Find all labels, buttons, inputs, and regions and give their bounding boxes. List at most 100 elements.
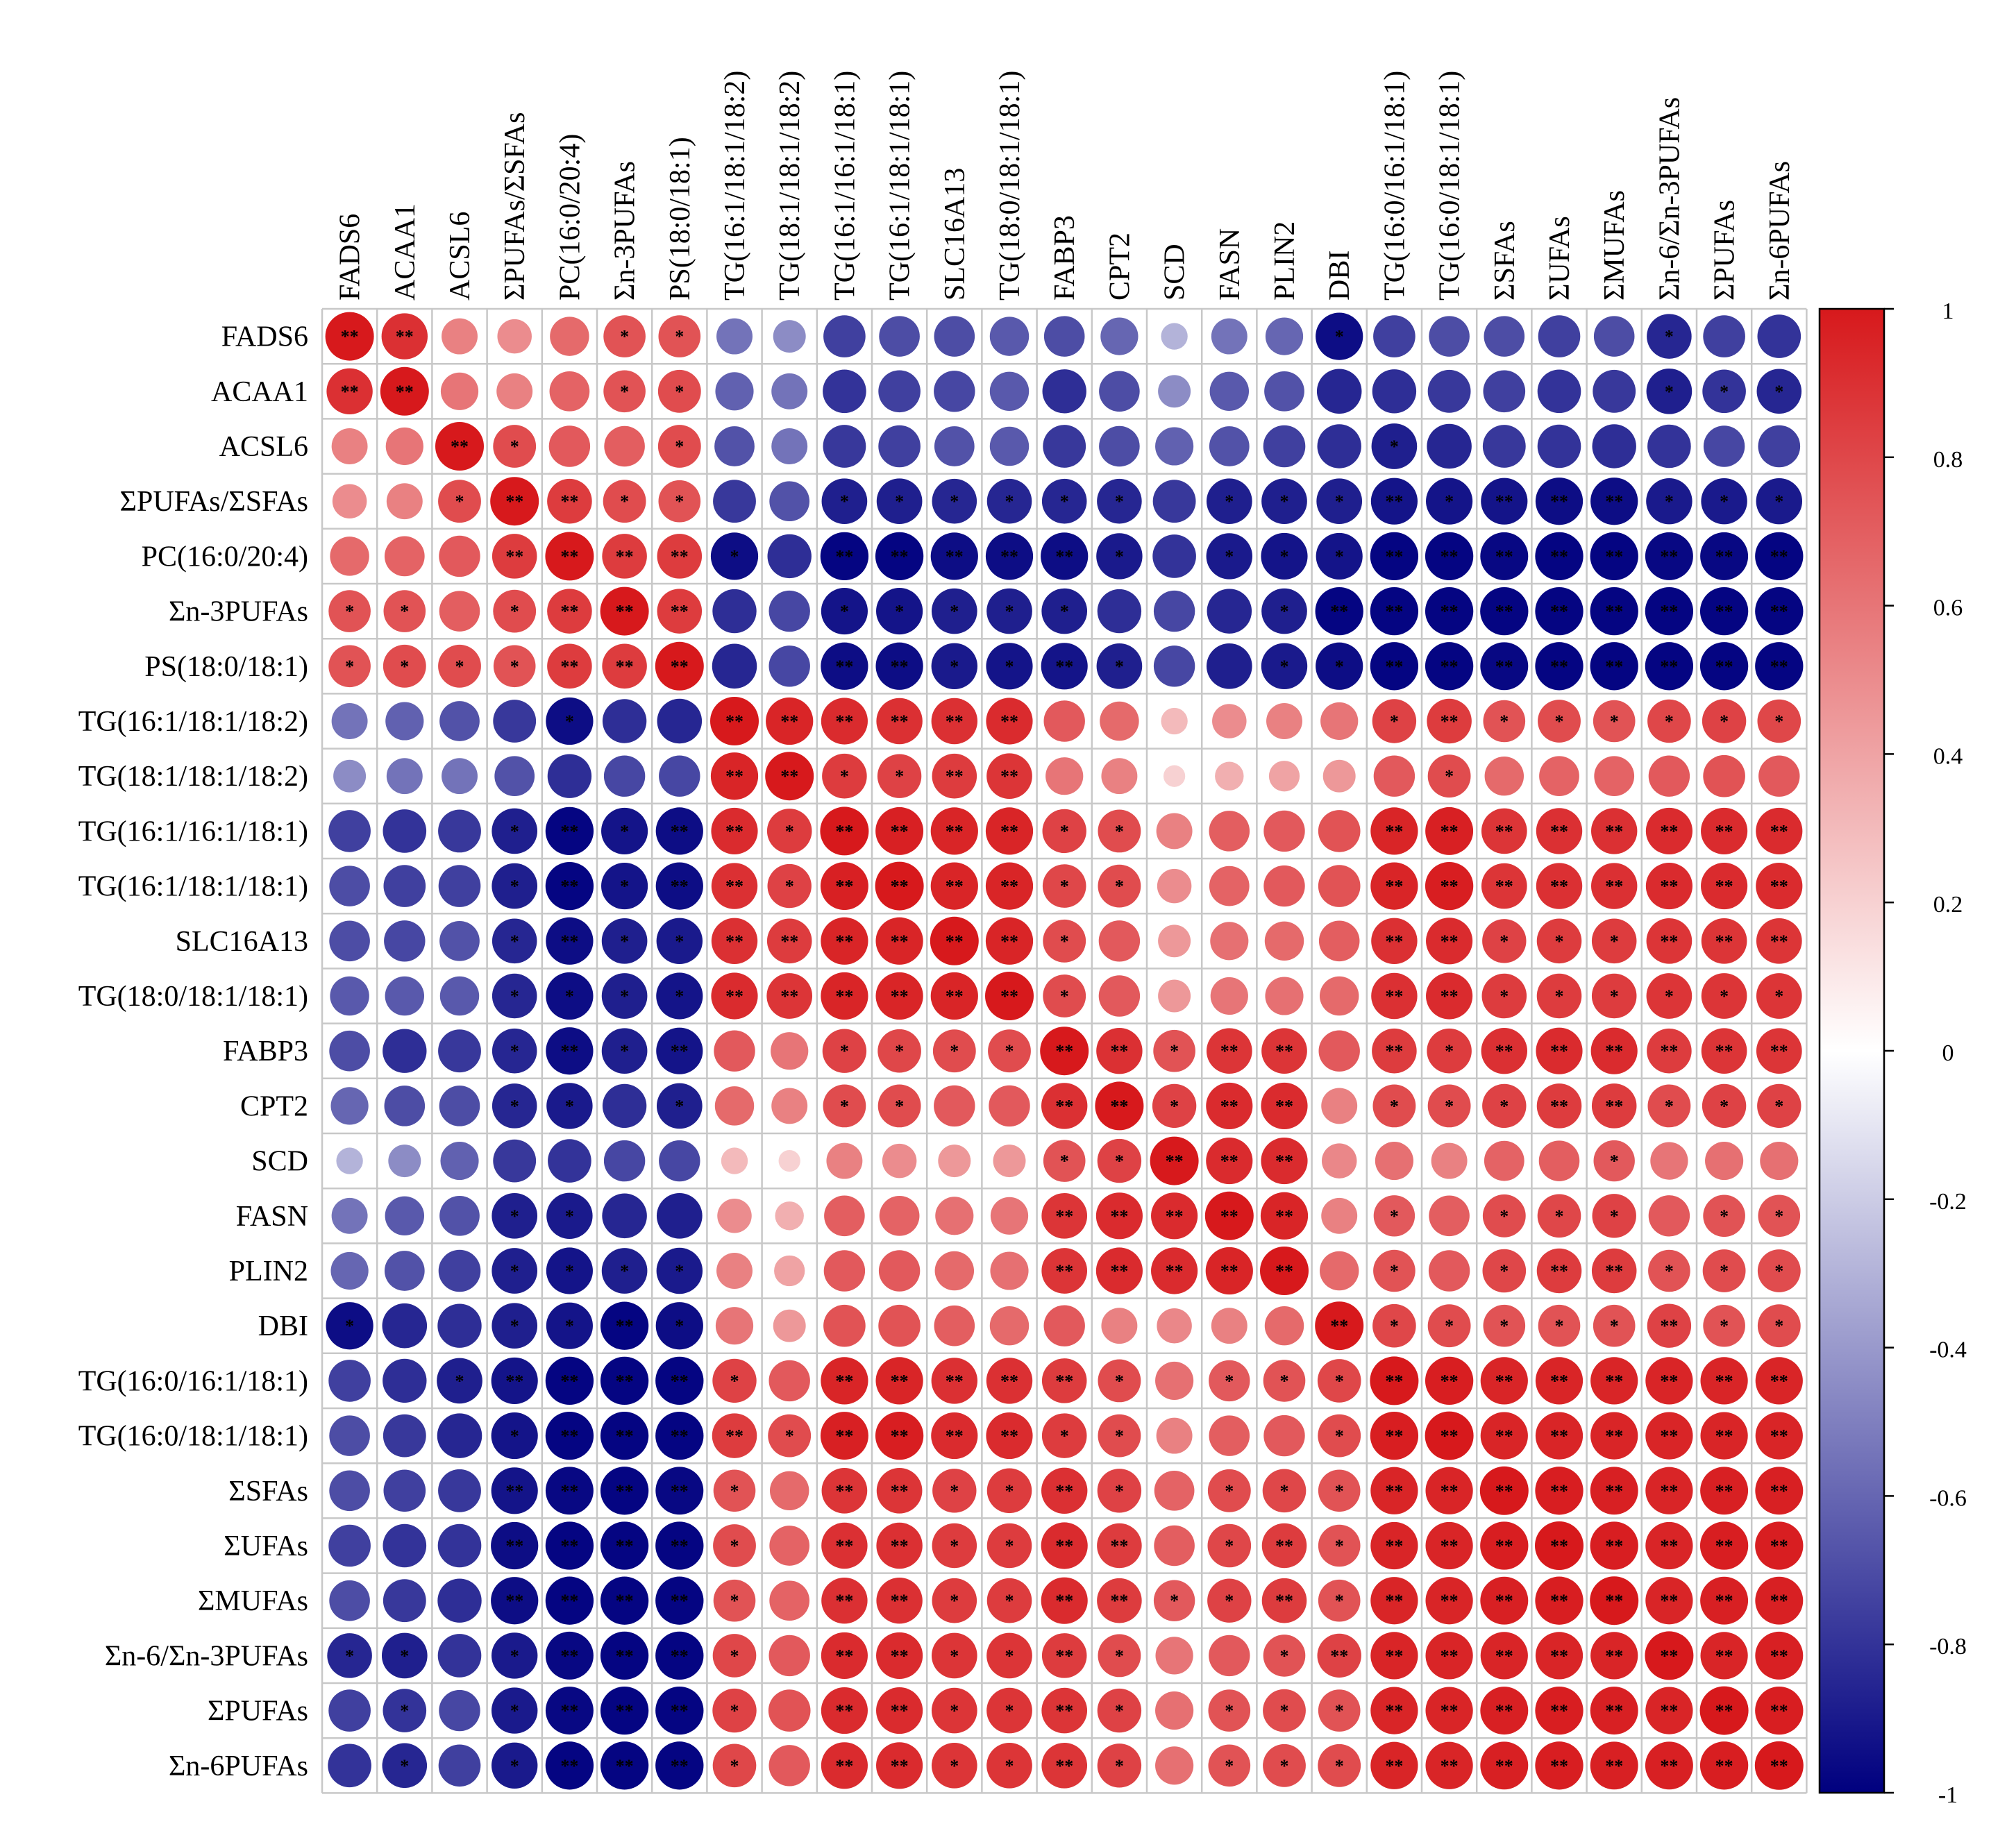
correlation-circle [986,643,1033,690]
correlation-circle [604,425,645,467]
correlation-circle [1321,1143,1357,1179]
row-label: FABP3 [223,1036,308,1067]
correlation-circle [934,316,975,357]
correlation-circle [879,316,920,357]
significance-mark: ** [1605,1426,1623,1446]
correlation-circle [821,1357,868,1405]
correlation-circle [1702,699,1747,743]
significance-mark: ** [1660,1756,1678,1776]
correlation-circle [1100,317,1139,355]
correlation-circle [330,1251,369,1290]
correlation-circle [383,590,426,632]
correlation-circle [327,1633,372,1678]
significance-mark: ** [1550,1261,1568,1281]
significance-mark: ** [891,1536,909,1556]
significance-mark: * [345,1316,354,1336]
row-label: PS(18:0/18:1) [144,651,308,683]
correlation-circle [1648,1249,1690,1292]
significance-mark: * [620,382,629,402]
correlation-circle [1095,1081,1144,1131]
significance-mark: * [675,1316,684,1336]
correlation-circle [336,1147,363,1174]
correlation-circle [1041,1633,1087,1678]
correlation-circle [1041,1522,1088,1569]
significance-mark: * [1555,711,1564,732]
correlation-circle [546,1192,593,1240]
significance-mark: ** [1055,1756,1073,1776]
significance-mark: ** [1275,1261,1293,1281]
correlation-circle [383,1523,427,1568]
correlation-circle [1645,642,1694,691]
significance-mark: ** [1385,1646,1403,1666]
correlation-circle [986,753,1032,800]
significance-mark: ** [1715,1646,1733,1666]
correlation-circle [768,1635,810,1677]
correlation-circle [658,315,701,357]
correlation-circle [876,478,923,525]
significance-mark: ** [1275,1151,1293,1172]
correlation-circle [712,643,757,689]
significance-mark: ** [1550,1041,1568,1061]
correlation-circle [1096,1027,1143,1074]
significance-mark: ** [1220,1151,1238,1172]
correlation-circle [875,1411,924,1460]
colorbar-tick-label: -1 [1938,1782,1958,1808]
correlation-circle [1211,318,1248,355]
significance-mark: * [1445,766,1454,786]
correlation-circle [1481,973,1527,1019]
correlation-circle [1755,532,1804,581]
significance-mark: ** [835,931,853,952]
significance-mark: ** [671,1371,689,1391]
significance-mark: ** [560,491,578,512]
correlation-circle [1593,316,1635,357]
significance-mark: * [455,1371,464,1391]
correlation-circle [1097,1578,1142,1623]
correlation-circle [1158,375,1191,408]
correlation-circle [546,1302,593,1349]
correlation-circle [1265,977,1304,1015]
correlation-circle [1155,1637,1193,1675]
significance-mark: ** [1660,546,1678,566]
correlation-circle [711,807,758,854]
significance-mark: * [1115,1481,1124,1501]
correlation-circle [1320,702,1359,741]
significance-mark: ** [1715,1591,1733,1611]
significance-mark: ** [396,327,414,347]
correlation-circle [1212,704,1247,738]
correlation-circle [386,483,423,520]
correlation-circle [1370,1687,1418,1734]
correlation-circle [821,698,868,745]
column-label: ΣSFAs [1489,221,1521,301]
significance-mark: ** [1495,1481,1513,1501]
column-label: Σn-3PUFAs [610,161,641,301]
correlation-circle [986,1632,1032,1679]
significance-mark: ** [1605,1261,1623,1281]
significance-mark: ** [1385,1371,1403,1391]
correlation-circle [876,698,923,745]
correlation-circle [1699,642,1749,691]
significance-mark: * [1060,821,1069,841]
significance-mark: ** [560,657,578,677]
significance-mark: ** [1275,1041,1293,1061]
significance-mark: ** [1715,1756,1733,1776]
correlation-circle [875,642,923,690]
correlation-circle [655,1521,704,1570]
correlation-circle [771,373,808,409]
significance-mark: ** [946,711,964,732]
correlation-circle [1701,973,1747,1019]
correlation-circle [655,807,703,855]
significance-mark: ** [1605,1481,1623,1501]
correlation-circle [492,1248,538,1294]
correlation-circle [1045,757,1084,795]
significance-mark: * [1115,1756,1124,1776]
significance-mark: ** [780,711,798,732]
significance-mark: ** [1440,602,1459,622]
correlation-circle [712,1688,757,1733]
correlation-circle [438,809,481,853]
significance-mark: * [1225,1756,1234,1776]
significance-mark: ** [1330,602,1348,622]
significance-mark: * [1774,491,1783,512]
correlation-circle [1101,758,1138,795]
significance-mark: ** [560,1646,578,1666]
significance-mark: ** [1770,1646,1788,1666]
